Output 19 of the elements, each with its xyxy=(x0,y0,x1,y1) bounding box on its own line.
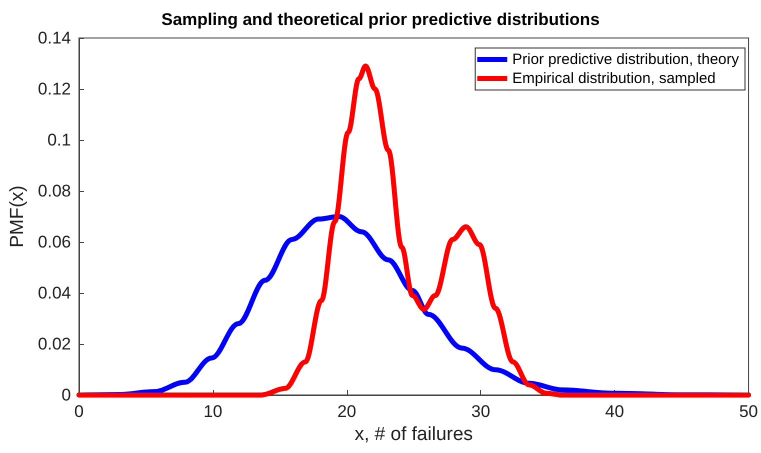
x-tick-label: 10 xyxy=(203,402,222,421)
y-axis-title: PMF(x) xyxy=(7,185,28,248)
x-tick-label: 20 xyxy=(337,402,356,421)
y-tick-label: 0.08 xyxy=(38,182,71,200)
x-axis-title: x, # of failures xyxy=(354,424,473,445)
chart-title: Sampling and theoretical prior predictive distributions xyxy=(161,10,600,29)
y-tick-label: 0.02 xyxy=(38,334,71,354)
y-tick-label: 0.04 xyxy=(38,284,71,302)
y-tick-label: 0.1 xyxy=(47,130,71,150)
legend-label: Prior predictive distribution, theory xyxy=(512,51,740,68)
legend-label: Empirical distribution, sampled xyxy=(512,70,716,87)
y-tick-label: 0.12 xyxy=(38,80,71,98)
x-tick-label: 40 xyxy=(605,402,624,421)
x-tick-label: 50 xyxy=(739,402,758,421)
y-tick-label: 0.06 xyxy=(38,232,71,252)
y-tick-label: 0.14 xyxy=(38,28,71,48)
y-tick-label: 0 xyxy=(62,386,71,404)
x-tick-label: 30 xyxy=(471,402,490,421)
x-tick-label: 0 xyxy=(74,402,84,421)
